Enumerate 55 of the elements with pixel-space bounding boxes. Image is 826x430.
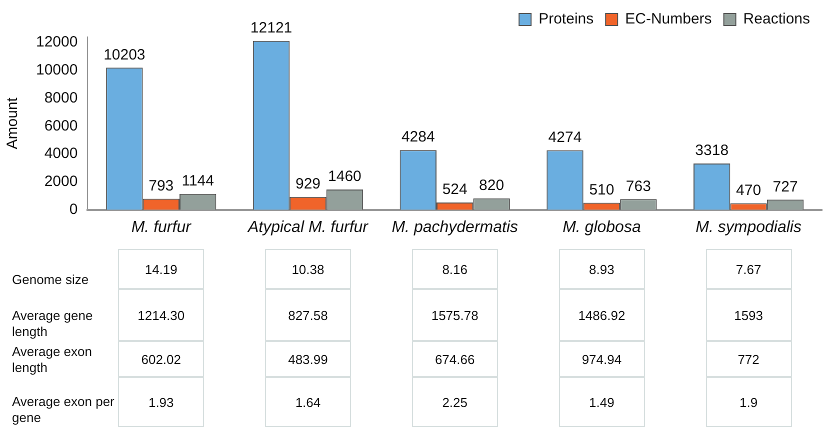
data-label: 524: [442, 181, 468, 198]
data-label: 974.94: [582, 352, 622, 366]
data-label: 1460: [328, 168, 362, 186]
data-label: 7.67: [736, 262, 762, 276]
x-tick-label: M. sympodialis: [696, 218, 802, 236]
data-label: 4284: [401, 128, 435, 146]
data-label: 1575.78: [431, 308, 478, 322]
y-axis-title: Amount: [4, 96, 22, 150]
data-label: 772: [738, 352, 760, 366]
data-label: 470: [736, 182, 762, 199]
legend-label: EC-Numbers: [625, 10, 712, 28]
y-tick-label: Genome size: [11, 271, 90, 288]
data-label: 1.64: [295, 394, 321, 410]
y-tick-label: 2000: [44, 173, 78, 190]
data-label: 1593: [734, 308, 764, 322]
data-label: 827.58: [288, 308, 328, 322]
data-label: 483.99: [288, 352, 328, 366]
data-label: 1.9: [740, 394, 758, 410]
data-label: 12121: [250, 20, 292, 37]
x-tick-label: M. furfur: [131, 218, 192, 236]
x-tick-label: M. pachydermatis: [392, 218, 518, 236]
y-tick-label: Average exon length: [11, 343, 93, 376]
y-tick-label: 0: [69, 200, 78, 218]
y-tick-label: 12000: [36, 34, 78, 51]
data-label: 510: [589, 181, 614, 198]
x-tick-label: Atypical M. furfur: [246, 218, 369, 236]
data-label: 820: [479, 177, 504, 194]
data-label: 10203: [104, 46, 146, 64]
data-label: 1.49: [589, 394, 614, 410]
data-label: 727: [772, 178, 798, 196]
data-label: 8.16: [442, 262, 468, 276]
data-label: 1214.30: [138, 308, 185, 322]
y-tick-label: Average exon per gene: [11, 393, 116, 426]
data-label: 1144: [182, 172, 214, 190]
data-label: 1.93: [148, 394, 174, 410]
data-label: 4274: [548, 128, 582, 146]
data-label: 3318: [695, 142, 729, 160]
legend-label: Reactions: [743, 10, 810, 28]
y-tick-label: 4000: [44, 145, 78, 162]
data-label: 929: [295, 175, 321, 192]
y-tick-label: 6000: [44, 117, 78, 134]
data-label: 1486.92: [578, 308, 626, 322]
data-label: 14.19: [144, 262, 178, 276]
legend-label: Proteins: [538, 10, 594, 28]
x-tick-label: M. globosa: [562, 218, 641, 236]
data-label: 793: [148, 177, 174, 194]
data-label: 8.93: [589, 262, 614, 276]
data-label: 10.38: [292, 262, 324, 276]
data-label: 763: [626, 178, 651, 195]
data-label: 602.02: [141, 352, 181, 366]
data-label: 2.25: [442, 394, 468, 410]
data-label: 674.66: [434, 352, 475, 366]
y-tick-label: Average gene length: [11, 307, 94, 340]
y-tick-label: 8000: [44, 89, 78, 106]
y-tick-label: 10000: [36, 62, 78, 79]
